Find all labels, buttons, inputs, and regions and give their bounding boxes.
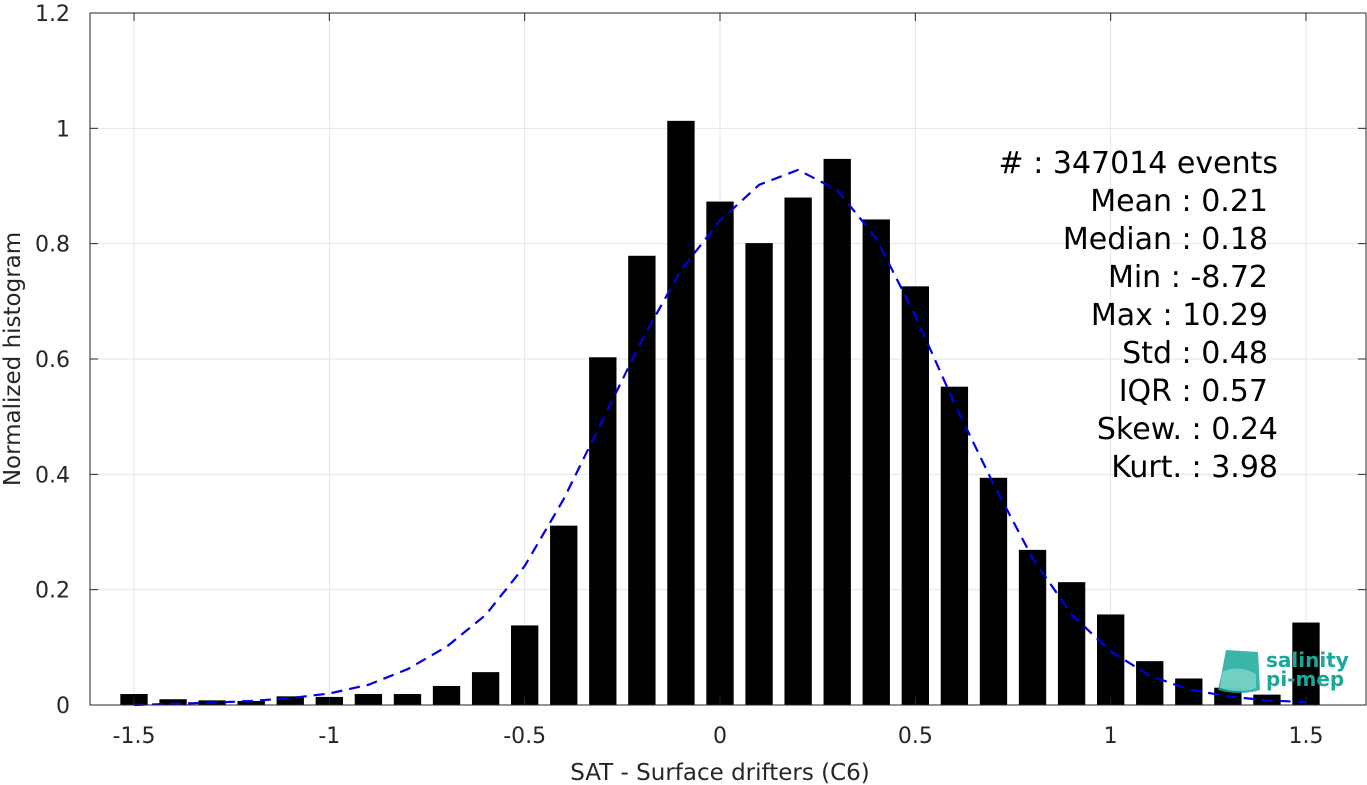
logo-text-salinity: salinity xyxy=(1266,648,1349,672)
logo-wave-icon-inner xyxy=(1220,668,1256,691)
histogram-bar xyxy=(784,197,812,706)
stat-max: Max : 10.29 xyxy=(1091,298,1268,333)
gaussian-fit-curve xyxy=(133,168,1307,707)
x-axis-label: SAT - Surface drifters (C6) xyxy=(570,760,870,785)
x-tick-label: 0.5 xyxy=(898,724,933,749)
histogram-bar xyxy=(979,477,1008,705)
stat-events: # : 347014 events xyxy=(999,146,1278,181)
stat-iqr: IQR : 0.57 xyxy=(1119,374,1268,409)
y-tick-label: 0.8 xyxy=(35,233,70,258)
stat-mean: Mean : 0.21 xyxy=(1090,184,1268,219)
stat-median: Median : 0.18 xyxy=(1063,222,1268,257)
x-axis-ticks: -1.5 -1 -0.5 0 0.5 1 1.5 xyxy=(113,13,1324,749)
histogram-bar xyxy=(667,120,695,705)
histogram-bar xyxy=(940,386,969,705)
x-tick-label: 0 xyxy=(713,724,727,749)
histogram-bar xyxy=(393,694,422,705)
stat-std: Std : 0.48 xyxy=(1122,336,1268,371)
histogram-bar xyxy=(471,672,500,705)
y-tick-label: 0.6 xyxy=(35,348,70,373)
histogram-bar xyxy=(745,243,773,705)
histogram-bar xyxy=(276,696,304,705)
x-tick-label: 1 xyxy=(1104,724,1118,749)
y-tick-label: 0.2 xyxy=(35,579,70,604)
histogram-bar xyxy=(432,685,461,705)
histogram-bar xyxy=(237,700,265,705)
x-tick-label: -0.5 xyxy=(503,724,546,749)
y-tick-label: 1.2 xyxy=(35,2,70,27)
stat-kurt: Kurt. : 3.98 xyxy=(1111,450,1278,485)
histogram-bar xyxy=(1136,661,1164,705)
x-tick-label: 1.5 xyxy=(1289,724,1324,749)
logo-text-pi-mep: pi-mep xyxy=(1266,667,1344,691)
salinity-pi-mep-logo: salinity pi-mep xyxy=(1218,648,1349,693)
histogram-bar xyxy=(823,158,851,705)
histogram-bar xyxy=(1018,549,1047,705)
histogram-bar xyxy=(706,201,734,705)
stat-min: Min : -8.72 xyxy=(1108,260,1268,295)
statistics-annotation: # : 347014 events Mean : 0.21 Median : 0… xyxy=(999,146,1278,485)
histogram-bar xyxy=(159,699,187,705)
y-axis-ticks: 0 0.2 0.4 0.6 0.8 1 1.2 xyxy=(35,2,1366,719)
y-tick-label: 0.4 xyxy=(35,463,70,488)
y-axis-label: Normalized histogram xyxy=(0,232,26,486)
histogram-bar xyxy=(628,255,656,705)
histogram-bar xyxy=(550,525,578,705)
x-tick-label: -1.5 xyxy=(113,724,156,749)
y-tick-label: 0 xyxy=(56,694,70,719)
x-tick-label: -1 xyxy=(318,724,340,749)
stat-skew: Skew. : 0.24 xyxy=(1097,412,1278,447)
histogram-bar xyxy=(589,357,617,705)
histogram-bar xyxy=(862,219,890,706)
y-tick-label: 1 xyxy=(56,117,70,142)
histogram-bar xyxy=(901,286,930,705)
histogram-bars xyxy=(120,120,1320,706)
histogram-bar xyxy=(1292,622,1320,705)
histogram-bar xyxy=(354,694,383,705)
histogram-bar xyxy=(1096,614,1125,705)
histogram-bar xyxy=(510,625,539,705)
